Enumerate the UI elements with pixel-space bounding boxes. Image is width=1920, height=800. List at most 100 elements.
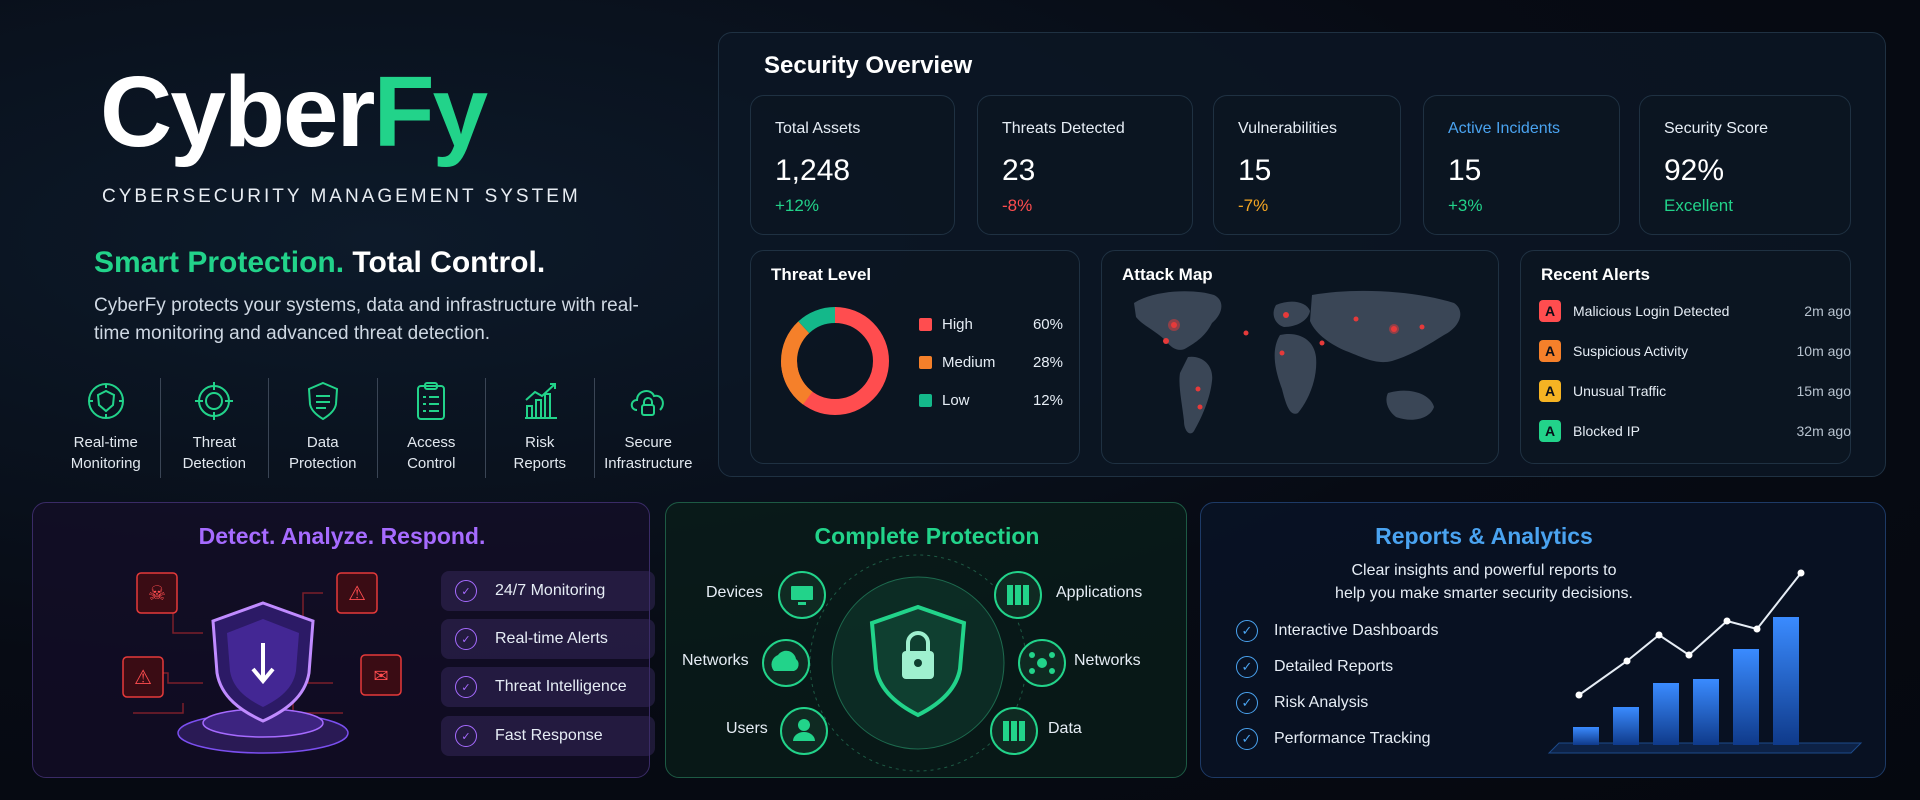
legend-swatch — [919, 356, 932, 369]
node-label-devices: Devices — [706, 584, 763, 601]
legend-swatch — [919, 394, 932, 407]
report-item-label: Detailed Reports — [1274, 658, 1394, 675]
check-badge-icon: ✓ — [455, 580, 477, 602]
bar-chart-icon — [524, 383, 557, 419]
brand-name-part1: Cyber — [100, 56, 375, 168]
stat-card-vulnerabilities[interactable]: Vulnerabilities 15 -7% — [1213, 95, 1401, 235]
report-item[interactable]: ✓ Detailed Reports — [1236, 656, 1393, 678]
cloud-lock-icon — [631, 390, 665, 416]
feature-item: Secure Infrastructure — [595, 378, 703, 478]
alert-time: 32m ago — [1796, 423, 1851, 439]
alert-warning-icon: A — [1539, 300, 1561, 322]
report-item[interactable]: ✓ Interactive Dashboards — [1236, 620, 1439, 642]
alert-item[interactable]: A Malicious Login Detected 2m ago — [1539, 299, 1851, 323]
stat-label: Total Assets — [775, 120, 861, 137]
report-item[interactable]: ✓ Performance Tracking — [1236, 728, 1431, 750]
detect-item[interactable]: ✓ 24/7 Monitoring — [441, 571, 655, 611]
detect-analyze-respond-card: Detect. Analyze. Respond. ☠ ⚠ ⚠ ✉ ✓ 24/7 … — [32, 502, 655, 778]
recent-alerts-title: Recent Alerts — [1541, 265, 1650, 284]
target-icon — [195, 382, 234, 420]
legend-value: 60% — [1032, 316, 1063, 333]
headline-green: Smart Protection. — [94, 246, 345, 279]
mail-icon — [360, 654, 402, 696]
brand-logo: CyberFy — [100, 62, 488, 162]
feature-label: Threat Detection — [182, 434, 246, 472]
svg-text:⚠: ⚠ — [134, 665, 152, 689]
report-item[interactable]: ✓ Risk Analysis — [1236, 692, 1368, 714]
alert-item[interactable]: A Blocked IP 32m ago — [1539, 419, 1851, 443]
alert-label: Blocked IP — [1573, 423, 1640, 439]
feature-item: Real-time Monitoring — [52, 378, 161, 478]
svg-text:☠: ☠ — [148, 581, 166, 605]
protection-diagram — [762, 554, 1066, 772]
stat-label: Security Score — [1664, 120, 1769, 137]
legend-value: 12% — [1032, 392, 1063, 409]
stat-card-active-incidents[interactable]: Active Incidents 15 +3% — [1423, 95, 1620, 235]
threat-level-card: Threat Level High 60% Medium 28% Low 12% — [750, 250, 1080, 464]
alert-label: Unusual Traffic — [1573, 383, 1667, 399]
feature-item: Threat Detection — [161, 378, 269, 478]
feature-item: Risk Reports — [486, 378, 595, 478]
threat-level-title: Threat Level — [771, 265, 872, 284]
detect-item-label: Threat Intelligence — [495, 678, 627, 695]
report-item-label: Interactive Dashboards — [1274, 622, 1439, 639]
alert-item[interactable]: A Unusual Traffic 15m ago — [1539, 379, 1851, 403]
reports-analytics-card: Reports & Analytics Clear insights and p… — [1200, 502, 1886, 778]
detect-item[interactable]: ✓ Threat Intelligence — [441, 667, 655, 707]
feature-item: Access Control — [378, 378, 486, 478]
detect-item[interactable]: ✓ Real-time Alerts — [441, 619, 655, 659]
attack-points — [1163, 312, 1425, 410]
skull-icon — [136, 572, 178, 614]
check-circle-icon: ✓ — [1236, 728, 1258, 750]
detect-item-label: Fast Response — [495, 727, 603, 744]
alert-warning-icon: A — [1539, 380, 1561, 402]
attack-map-title: Attack Map — [1122, 265, 1213, 284]
feature-label: Access Control — [407, 434, 456, 472]
reports-card-title: Reports & Analytics — [1375, 523, 1593, 549]
warning-icon — [336, 572, 378, 614]
check-badge-icon: ✓ — [455, 628, 477, 650]
alert-label: Suspicious Activity — [1573, 343, 1689, 359]
stat-delta: Excellent — [1664, 196, 1733, 215]
legend-item-low: Low 12% — [919, 392, 1063, 409]
stat-label: Active Incidents — [1448, 120, 1561, 137]
reports-description: Clear insights and powerful reports to h… — [1201, 559, 1767, 605]
svg-text:✉: ✉ — [373, 666, 388, 687]
stat-card-security-score[interactable]: Security Score 92% Excellent — [1639, 95, 1851, 235]
donut-segment-low — [781, 307, 889, 415]
continents — [1134, 290, 1461, 434]
overview-title: Security Overview — [764, 52, 973, 79]
stat-value: 92% — [1664, 154, 1725, 187]
brand-name-part2: Fy — [373, 56, 488, 168]
check-circle-icon: ✓ — [1236, 656, 1258, 678]
feature-label: Secure Infrastructure — [604, 434, 693, 472]
stat-value: 23 — [1002, 154, 1036, 187]
feature-list: Real-time Monitoring Threat Detection Da… — [52, 378, 702, 478]
check-badge-icon: ✓ — [455, 676, 477, 698]
detect-item-label: 24/7 Monitoring — [495, 582, 606, 599]
radar-shield-icon — [87, 383, 124, 419]
detect-card-title: Detect. Analyze. Respond. — [198, 523, 486, 549]
growth-chart-illustration — [1547, 569, 1863, 754]
stat-label: Threats Detected — [1002, 120, 1125, 137]
alert-time: 2m ago — [1804, 303, 1851, 319]
legend-label: High — [942, 316, 973, 333]
alert-item[interactable]: A Suspicious Activity 10m ago — [1539, 339, 1851, 363]
stat-label: Vulnerabilities — [1238, 120, 1338, 137]
stat-card-threats-detected[interactable]: Threats Detected 23 -8% — [977, 95, 1193, 235]
stat-value: 15 — [1448, 154, 1482, 187]
svg-text:⚠: ⚠ — [348, 581, 366, 605]
attack-map-card[interactable]: Attack Map — [1101, 250, 1499, 464]
node-label-data: Data — [1048, 720, 1082, 737]
detect-item[interactable]: ✓ Fast Response — [441, 716, 655, 756]
alert-label: Malicious Login Detected — [1573, 303, 1730, 319]
reports-description-line1: Clear insights and powerful reports to — [1351, 562, 1617, 579]
check-circle-icon: ✓ — [1236, 620, 1258, 642]
clipboard-icon — [417, 382, 446, 420]
alert-blocked-icon: A — [1539, 420, 1561, 442]
alert-time: 10m ago — [1796, 343, 1851, 359]
stat-value: 1,248 — [775, 154, 851, 187]
stat-card-total-assets[interactable]: Total Assets 1,248 +12% — [750, 95, 955, 235]
legend-label: Medium — [942, 354, 996, 371]
feature-label: Data Protection — [288, 434, 357, 472]
